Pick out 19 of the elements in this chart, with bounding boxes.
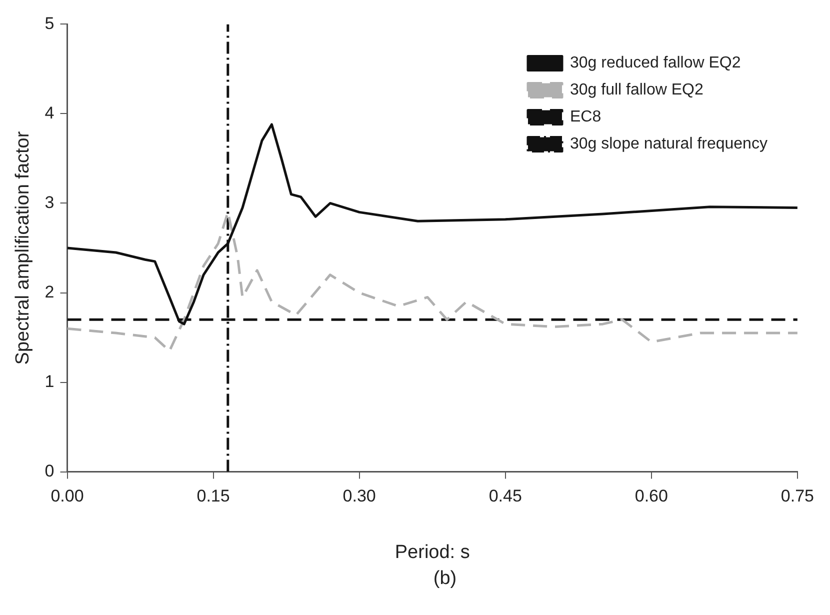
y-tick-label: 4 bbox=[44, 103, 54, 122]
y-tick-label: 1 bbox=[44, 372, 54, 391]
legend-label: 30g slope natural frequency bbox=[570, 136, 768, 153]
x-tick-label: 0.75 bbox=[780, 486, 814, 506]
y-tick-label: 0 bbox=[44, 461, 54, 480]
legend-label: 30g full fallow EQ2 bbox=[570, 82, 704, 99]
y-tick-label: 3 bbox=[44, 192, 54, 212]
x-tick-label: 0.30 bbox=[342, 486, 376, 506]
x-tick-label: 0.00 bbox=[50, 486, 84, 506]
legend-label: EC8 bbox=[570, 108, 602, 126]
y-tick-label: 5 bbox=[44, 14, 54, 33]
y-axis-title: Spectral amplification factor bbox=[12, 130, 34, 365]
y-tick-label: 2 bbox=[44, 282, 54, 302]
x-tick-label: 0.15 bbox=[196, 486, 230, 506]
text: (b) bbox=[432, 568, 458, 590]
legend-label: 30g reduced fallow EQ2 bbox=[570, 54, 741, 72]
x-axis-title: Period: s bbox=[394, 542, 470, 563]
x-tick-label: 0.45 bbox=[488, 486, 522, 506]
x-tick-label: 0.60 bbox=[634, 486, 668, 506]
